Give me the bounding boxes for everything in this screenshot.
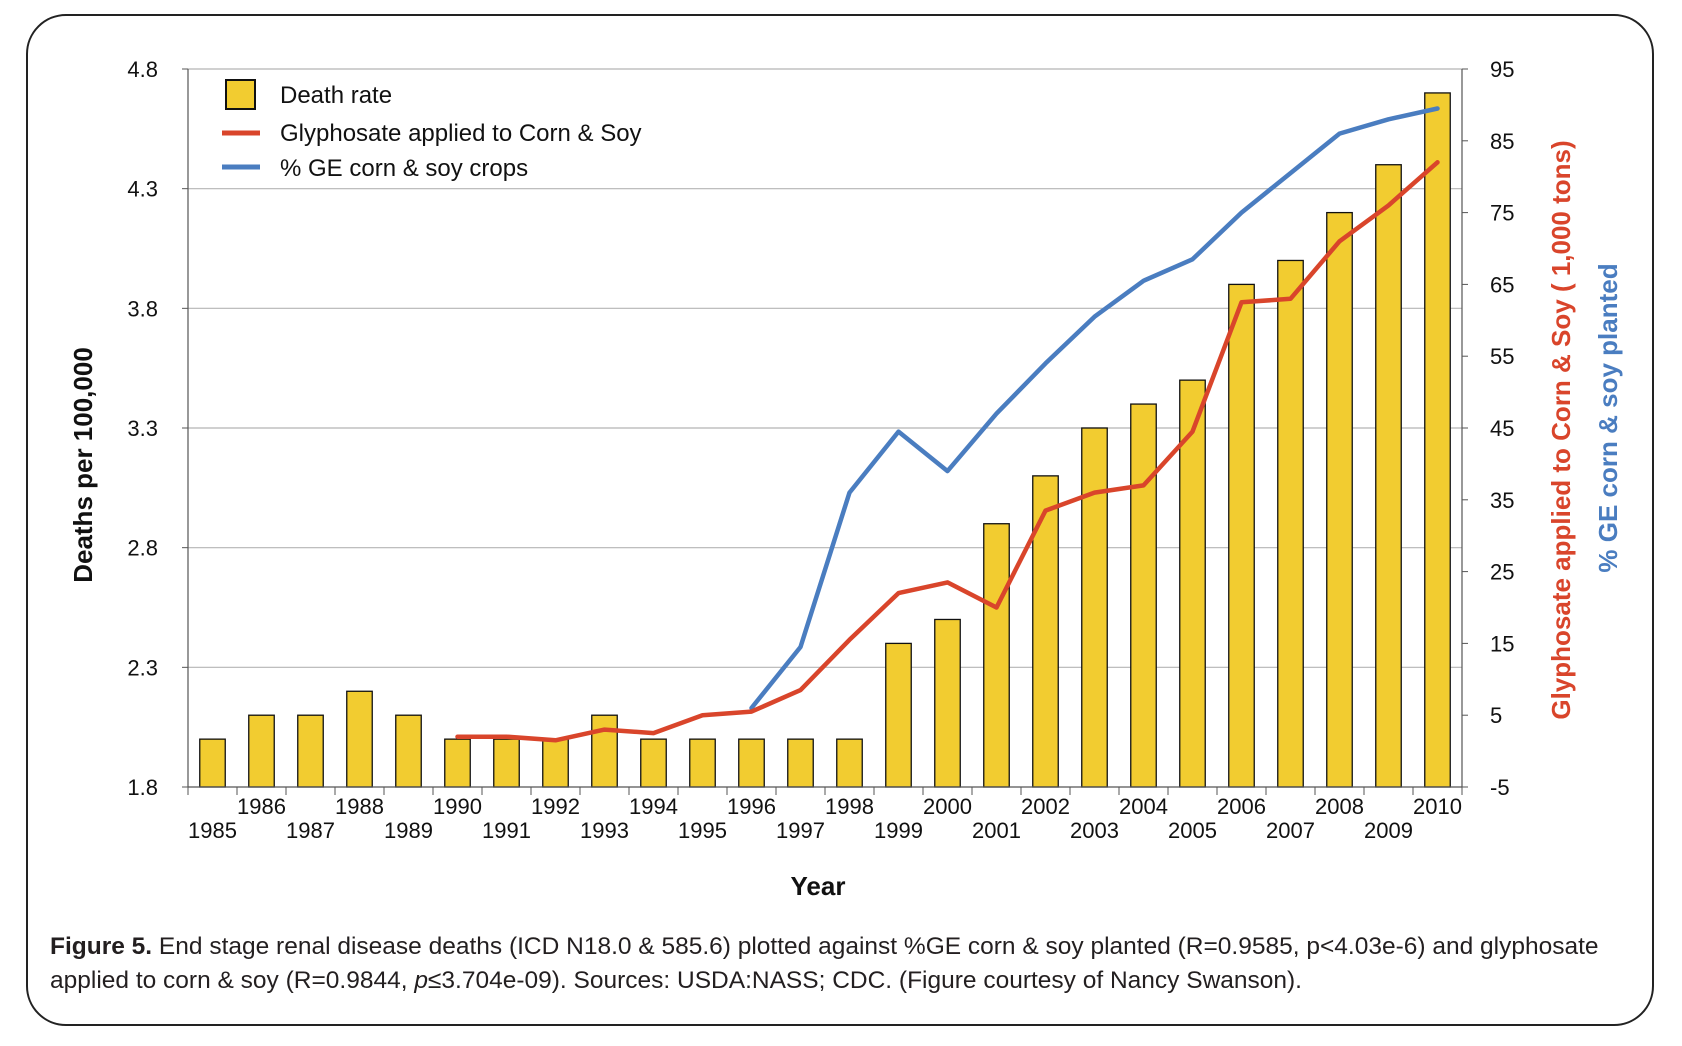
right-tick-label: -5 [1490, 775, 1510, 800]
legend-swatch-death-rate [225, 79, 256, 110]
x-tick-label: 2002 [1021, 794, 1070, 819]
axes [182, 68, 1468, 795]
bar [983, 523, 1010, 788]
x-tick-label: 2007 [1266, 818, 1315, 843]
right-tick-label: 65 [1490, 272, 1514, 297]
right-tick-label: 85 [1490, 129, 1514, 154]
bar [395, 714, 422, 788]
bar [738, 738, 765, 788]
x-tick-label: 2009 [1364, 818, 1413, 843]
x-tick-label: 1999 [874, 818, 923, 843]
bar [1081, 427, 1108, 788]
bar [444, 738, 471, 788]
x-tick-label: 1989 [384, 818, 433, 843]
bar [934, 618, 961, 788]
x-tick-label: 2004 [1119, 794, 1168, 819]
x-tick-label: 1987 [286, 818, 335, 843]
bar [199, 738, 226, 788]
right-tick-label: 95 [1490, 57, 1514, 82]
x-tick-label: 1991 [482, 818, 531, 843]
right-tick-label: 5 [1490, 703, 1502, 728]
bar [297, 714, 324, 788]
x-tick-label: 1992 [531, 794, 580, 819]
x-tick-label: 2006 [1217, 794, 1266, 819]
x-tick-label: 1988 [335, 794, 384, 819]
right-tick-label: 35 [1490, 488, 1514, 513]
left-tick-label: 3.3 [127, 416, 158, 441]
bar [1326, 211, 1353, 788]
bar [1032, 475, 1059, 788]
right-tick-label: 15 [1490, 631, 1514, 656]
x-tick-label: 2010 [1413, 794, 1462, 819]
x-tick-label: 1997 [776, 818, 825, 843]
legend-label-death-rate: Death rate [280, 82, 392, 109]
bar [1130, 403, 1157, 788]
left-tick-label: 2.8 [127, 536, 158, 561]
x-tick-label: 1996 [727, 794, 776, 819]
x-tick-label: 1998 [825, 794, 874, 819]
caption-p-symbol: p [414, 967, 428, 994]
lines [455, 106, 1440, 743]
series-line [749, 106, 1440, 711]
legend-label-ge: % GE corn & soy crops [280, 155, 528, 182]
bar [836, 738, 863, 788]
x-tick-label: 2003 [1070, 818, 1119, 843]
bar [1375, 164, 1402, 788]
left-tick-label: 4.8 [127, 57, 158, 82]
figure-caption: Figure 5. End stage renal disease deaths… [50, 930, 1640, 998]
y2-axis-title-ge: % GE corn & soy planted [1593, 263, 1623, 572]
x-tick-label: 2000 [923, 794, 972, 819]
bar [542, 738, 569, 788]
caption-text-2: ≤3.704e-09). Sources: USDA:NASS; CDC. (F… [427, 967, 1302, 994]
bar [885, 642, 912, 788]
bar [787, 738, 814, 788]
bar [689, 738, 716, 788]
bar [1424, 92, 1451, 788]
bar [493, 738, 520, 788]
x-tick-label: 1986 [237, 794, 286, 819]
x-tick-labels: 1985198619871988198919901991199219931994… [188, 794, 1462, 843]
left-tick-label: 4.3 [127, 177, 158, 202]
bar [640, 738, 667, 788]
y2-axis-title-glyphosate: Glyphosate applied to Corn & Soy ( 1,000… [1546, 140, 1576, 719]
bar [591, 714, 618, 788]
y-axis-title: Deaths per 100,000 [68, 347, 98, 583]
x-tick-label: 2005 [1168, 818, 1217, 843]
x-tick-label: 1995 [678, 818, 727, 843]
left-tick-label: 1.8 [127, 775, 158, 800]
x-tick-label: 1990 [433, 794, 482, 819]
bar [1228, 283, 1255, 788]
bars [199, 92, 1451, 788]
right-tick-label: 45 [1490, 416, 1514, 441]
figure-frame [26, 14, 1654, 1026]
bar [1179, 379, 1206, 788]
caption-label: Figure 5. [50, 933, 153, 960]
left-tick-labels: 1.8 2.3 2.8 3.3 3.8 4.3 4.8 [127, 57, 158, 800]
x-tick-label: 1985 [188, 818, 237, 843]
bar [248, 714, 275, 788]
legend-label-glyphosate: Glyphosate applied to Corn & Soy [280, 120, 642, 147]
x-axis-title: Year [791, 871, 846, 901]
left-tick-label: 2.3 [127, 655, 158, 680]
right-tick-label: 75 [1490, 201, 1514, 226]
legend: Death rate Glyphosate applied to Corn & … [222, 79, 642, 182]
right-tick-label: 25 [1490, 560, 1514, 585]
left-tick-label: 3.8 [127, 296, 158, 321]
caption-text-1: End stage renal disease deaths (ICD N18.… [50, 933, 1599, 994]
x-tick-label: 2008 [1315, 794, 1364, 819]
right-tick-labels: -5 5 15 25 35 45 55 65 75 85 95 [1490, 57, 1514, 800]
x-tick-label: 1993 [580, 818, 629, 843]
right-tick-label: 55 [1490, 344, 1514, 369]
chart: 1.8 2.3 2.8 3.3 3.8 4.3 4.8 -5 5 15 25 35 45 55 65 75 8… [68, 57, 1623, 901]
x-tick-label: 2001 [972, 818, 1021, 843]
bar [1277, 259, 1304, 788]
series-line [455, 160, 1440, 743]
x-tick-label: 1994 [629, 794, 678, 819]
bar [346, 690, 373, 788]
